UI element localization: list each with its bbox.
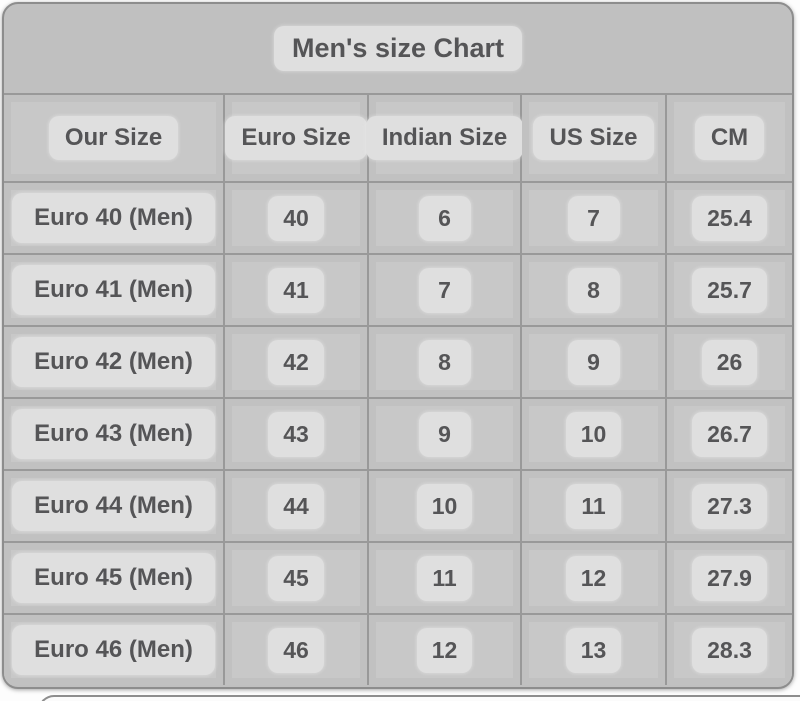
table-cell: 43: [225, 399, 367, 469]
table-cell: 42: [225, 327, 367, 397]
size-name: Euro 42 (Men): [12, 337, 215, 387]
size-name: Euro 46 (Men): [12, 625, 215, 675]
table-cell: 11: [369, 543, 520, 613]
table-cell: Euro 43 (Men): [4, 399, 223, 469]
table-cell: Euro 45 (Men): [4, 543, 223, 613]
size-value: 10: [565, 411, 622, 457]
table-cell: 7: [522, 183, 665, 253]
table-cell: 44: [225, 471, 367, 541]
column-header-our-size: Our Size: [4, 95, 223, 181]
table-cell: 9: [369, 399, 520, 469]
size-value: 8: [567, 267, 620, 313]
size-value: 11: [417, 555, 472, 601]
table-cell: 25.7: [667, 255, 792, 325]
size-value: 42: [268, 339, 324, 385]
table-cell: 9: [522, 327, 665, 397]
table-cell: 8: [522, 255, 665, 325]
size-value: 26: [701, 339, 758, 385]
table-cell: 40: [225, 183, 367, 253]
table-cell: 12: [369, 615, 520, 685]
table-cell: 26.7: [667, 399, 792, 469]
size-value: 40: [268, 195, 324, 241]
size-chart-card: Men's size Chart Our Size Euro Size Indi…: [2, 2, 794, 689]
table-cell: 8: [369, 327, 520, 397]
column-header-indian-size: Indian Size: [365, 95, 524, 181]
column-header-label: Euro Size: [225, 116, 367, 160]
column-header-euro-size: Euro Size: [225, 95, 367, 181]
chart-title-row: Men's size Chart: [4, 4, 792, 95]
size-value: 25.7: [692, 267, 767, 313]
table-cell: 10: [522, 399, 665, 469]
table-cell: 26: [667, 327, 792, 397]
table-cell: 28.3: [667, 615, 792, 685]
table-cell: 7: [369, 255, 520, 325]
size-value: 44: [268, 483, 324, 529]
column-header-label: Indian Size: [365, 116, 524, 160]
size-value: 45: [268, 555, 324, 601]
size-value: 11: [566, 483, 621, 529]
size-name: Euro 40 (Men): [12, 193, 215, 243]
size-value: 9: [418, 411, 471, 457]
size-value: 41: [268, 267, 324, 313]
size-value: 43: [268, 411, 324, 457]
table-cell: Euro 40 (Men): [4, 183, 223, 253]
size-value: 8: [418, 339, 471, 385]
chart-title: Men's size Chart: [274, 26, 522, 71]
size-value: 7: [567, 195, 620, 241]
size-value: 7: [418, 267, 471, 313]
table-cell: 12: [522, 543, 665, 613]
column-header-label: CM: [694, 116, 765, 160]
table-cell: 27.3: [667, 471, 792, 541]
size-value: 28.3: [692, 627, 767, 673]
table-cell: 46: [225, 615, 367, 685]
size-name: Euro 43 (Men): [12, 409, 215, 459]
size-value: 12: [565, 555, 622, 601]
size-value: 6: [418, 195, 471, 241]
column-header-us-size: US Size: [522, 95, 665, 181]
next-card-top-edge: [38, 695, 800, 701]
size-value: 10: [416, 483, 473, 529]
table-cell: Euro 41 (Men): [4, 255, 223, 325]
size-value: 26.7: [692, 411, 767, 457]
size-table: Our Size Euro Size Indian Size US Size C…: [4, 95, 792, 685]
size-value: 12: [416, 627, 473, 673]
size-value: 13: [565, 627, 622, 673]
table-cell: 45: [225, 543, 367, 613]
table-cell: 25.4: [667, 183, 792, 253]
size-value: 27.9: [692, 555, 767, 601]
size-value: 25.4: [692, 195, 767, 241]
size-name: Euro 45 (Men): [12, 553, 215, 603]
size-name: Euro 44 (Men): [12, 481, 215, 531]
column-header-label: US Size: [533, 116, 654, 160]
table-cell: 11: [522, 471, 665, 541]
table-cell: Euro 46 (Men): [4, 615, 223, 685]
size-name: Euro 41 (Men): [12, 265, 215, 315]
column-header-cm: CM: [667, 95, 792, 181]
table-cell: 6: [369, 183, 520, 253]
table-cell: 10: [369, 471, 520, 541]
size-value: 46: [268, 627, 324, 673]
table-cell: 13: [522, 615, 665, 685]
size-value: 27.3: [692, 483, 767, 529]
size-value: 9: [567, 339, 620, 385]
table-cell: 41: [225, 255, 367, 325]
column-header-label: Our Size: [48, 116, 179, 160]
table-cell: Euro 44 (Men): [4, 471, 223, 541]
table-cell: Euro 42 (Men): [4, 327, 223, 397]
table-cell: 27.9: [667, 543, 792, 613]
